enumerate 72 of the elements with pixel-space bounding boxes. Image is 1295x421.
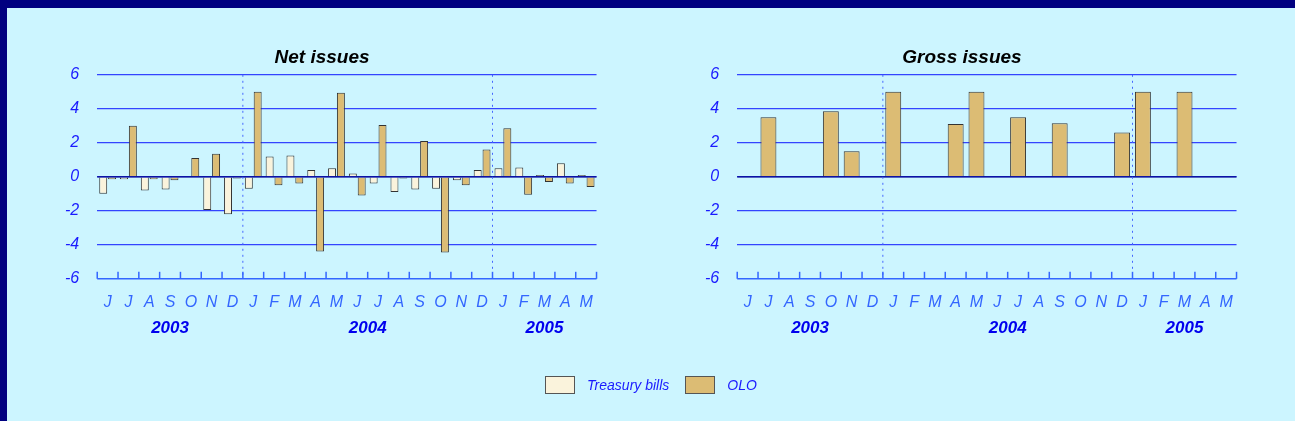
x-tick-label: S: [804, 292, 816, 310]
y-tick-label: 2: [69, 133, 80, 151]
x-tick-label: M: [329, 292, 344, 310]
x-tick-label: J: [373, 292, 384, 310]
x-tick-label: N: [1095, 292, 1108, 310]
x-tick-label: J: [248, 292, 259, 310]
chart-title: Net issues: [274, 45, 370, 67]
y-tick-label: -2: [704, 201, 720, 219]
x-tick-label: J: [497, 292, 508, 310]
x-tick-label: O: [824, 292, 838, 310]
text: 2003: [150, 318, 190, 338]
x-tick-label: J: [888, 292, 899, 310]
x-tick-label: J: [123, 292, 134, 310]
text: 2004: [987, 318, 1028, 338]
y-tick-label: -2: [64, 201, 80, 219]
y-tick-label: 4: [710, 99, 720, 117]
x-tick-label: J: [102, 292, 113, 310]
y-tick-label: 6: [70, 65, 80, 83]
x-tick-label: A: [1198, 292, 1211, 310]
x-tick-label: M: [1219, 292, 1234, 310]
y-tick-label: -6: [704, 269, 720, 287]
text: 2004: [347, 318, 388, 338]
x-tick-label: M: [969, 292, 984, 310]
x-tick-label: A: [782, 292, 795, 310]
x-tick-label: J: [352, 292, 363, 310]
x-tick-label: D: [476, 292, 489, 310]
x-tick-label: J: [742, 292, 753, 310]
x-tick-label: S: [164, 292, 176, 310]
x-tick-label: A: [392, 292, 405, 310]
x-tick-label: M: [928, 292, 943, 310]
x-tick-label: M: [579, 292, 594, 310]
x-tick-label: F: [269, 292, 281, 310]
x-tick-label: M: [1177, 292, 1192, 310]
y-tick-label: 2: [709, 133, 720, 151]
x-tick-label: D: [226, 292, 239, 310]
y-tick-label: -4: [64, 235, 80, 253]
x-tick-label: A: [949, 292, 962, 310]
text: 2005: [1164, 318, 1204, 338]
x-tick-label: A: [142, 292, 155, 310]
x-tick-label: M: [288, 292, 303, 310]
y-tick-label: -6: [64, 269, 80, 287]
text: 2003: [790, 318, 830, 338]
text: 2005: [524, 318, 564, 338]
x-tick-label: N: [455, 292, 468, 310]
x-tick-label: N: [205, 292, 218, 310]
x-tick-label: J: [1013, 292, 1024, 310]
x-tick-label: O: [184, 292, 198, 310]
y-tick-label: 4: [70, 99, 80, 117]
x-tick-label: F: [1158, 292, 1170, 310]
x-tick-label: J: [1137, 292, 1148, 310]
y-tick-label: 0: [70, 167, 80, 185]
x-tick-label: A: [1032, 292, 1045, 310]
y-tick-label: 0: [710, 167, 720, 185]
x-tick-label: D: [1116, 292, 1129, 310]
y-tick-label: 6: [710, 65, 720, 83]
x-tick-label: S: [414, 292, 426, 310]
x-tick-label: O: [434, 292, 447, 310]
x-tick-label: J: [992, 292, 1003, 310]
x-tick-label: A: [558, 292, 571, 310]
x-tick-label: F: [909, 292, 921, 310]
chart-title: Gross issues: [902, 45, 1022, 67]
x-tick-label: O: [1074, 292, 1087, 310]
x-tick-label: F: [518, 292, 530, 310]
x-tick-label: N: [845, 292, 858, 310]
x-tick-label: J: [763, 292, 774, 310]
x-tick-label: D: [866, 292, 879, 310]
legend-label: Treasury bills: [587, 377, 670, 393]
legend-label: OLO: [727, 377, 757, 393]
y-tick-label: -4: [704, 235, 720, 253]
x-tick-label: A: [309, 292, 322, 310]
x-tick-label: M: [537, 292, 552, 310]
x-tick-label: S: [1054, 292, 1066, 310]
